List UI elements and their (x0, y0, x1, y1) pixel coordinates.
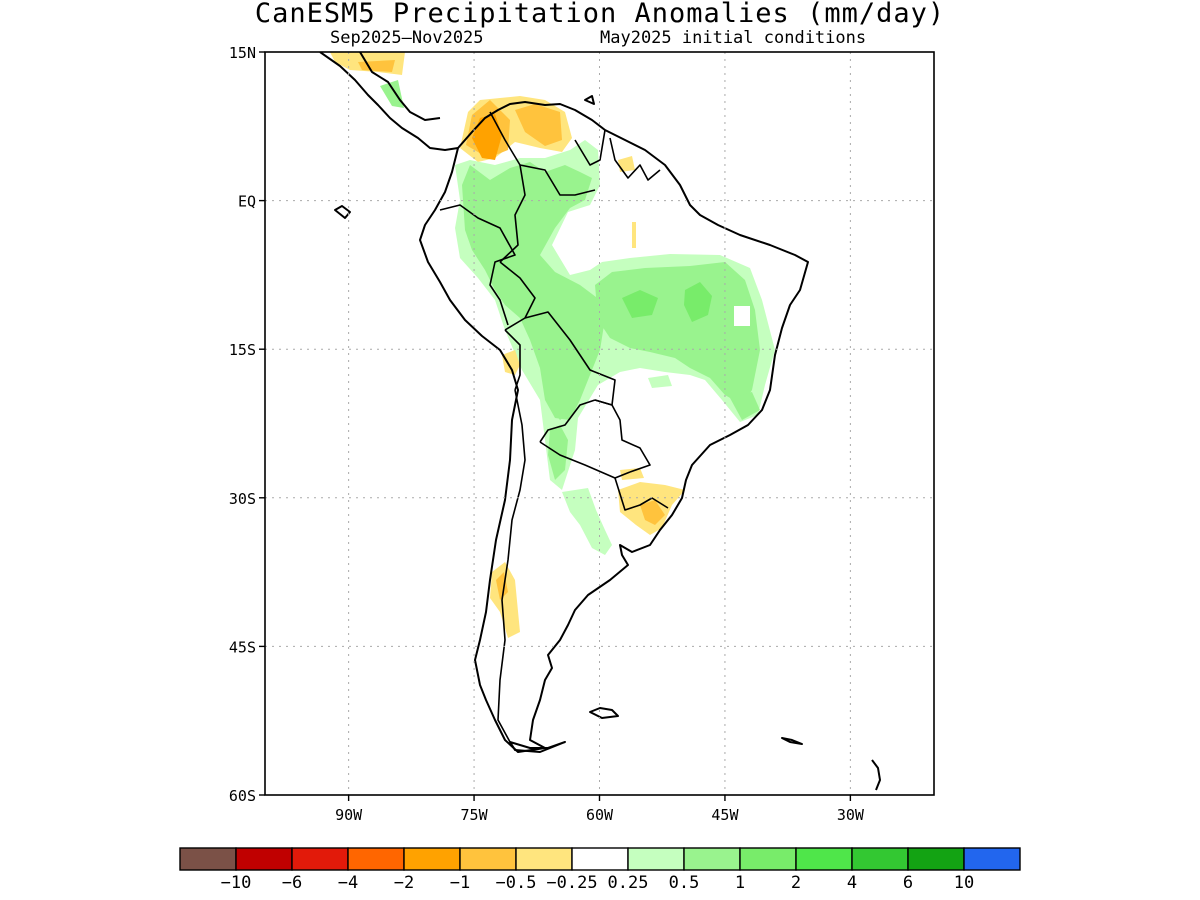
initial-conditions: May2025 initial conditions (600, 28, 867, 48)
anomaly-patch-brazil-wet-core-2 (684, 282, 712, 322)
anomaly-patch-chaco-wet (548, 425, 568, 480)
colorbar-label: −2 (394, 873, 414, 893)
anomaly-patch-guyana-dry (618, 156, 635, 172)
lat-tick-label: EQ (238, 193, 256, 211)
colorbar-swatch (459, 847, 517, 871)
border-colombia-brazil (499, 164, 526, 263)
colorbar-label: −10 (221, 873, 252, 893)
border-bolivia-paraguay (539, 399, 596, 443)
anomaly-patch-central-america-wet (380, 80, 404, 108)
colorbar-swatch (179, 847, 237, 871)
anomaly-patch-peru-dry (502, 350, 520, 375)
border-peru-brazil (499, 261, 536, 331)
anomaly-patch-uruguay-dry-core (640, 500, 665, 525)
colorbar-swatch (907, 847, 965, 871)
border-argentina-paraguay (539, 441, 631, 479)
country-borders (439, 111, 669, 743)
colorbar-swatch (571, 847, 629, 871)
border-chile-argentina (497, 389, 526, 743)
colorbar-swatch (627, 847, 685, 871)
lat-tick-label: 60S (229, 787, 256, 805)
south-georgia (781, 737, 803, 745)
anomaly-patch-venezuela-dry-mid (515, 104, 562, 146)
colorbar-swatch (291, 847, 349, 871)
map-grid (265, 52, 934, 795)
colorbar-label: 6 (903, 873, 913, 893)
colorbar-label: 0.25 (608, 873, 649, 893)
colorbar-swatch (795, 847, 853, 871)
central-america-caribbean-coast (359, 52, 441, 121)
colorbar-swatch (683, 847, 741, 871)
colorbar-swatch (403, 847, 461, 871)
central-america-coast (319, 52, 459, 151)
anomaly-patch-colombia-dry-core (472, 114, 502, 160)
lat-tick-label: 45S (229, 638, 256, 656)
color-legend: −10 −6 −4 −2 −1 −0.5 −0.25 0.25 0.5 1 2 4 6 10 (179, 847, 1021, 893)
anomaly-patch-southeast-wet (730, 392, 760, 420)
lon-tick-label: 60W (586, 806, 614, 824)
colorbar-swatch (851, 847, 909, 871)
colorbar-label: −0.25 (546, 873, 597, 893)
anomaly-patch-amazon-dry-streak (632, 222, 636, 248)
border-peru-bolivia (504, 329, 521, 391)
galapagos-islands (334, 205, 351, 219)
colorbar-label: 4 (847, 873, 857, 893)
lat-tick-label: 15S (229, 341, 256, 359)
falkland-islands (589, 707, 619, 719)
colorbar-swatch (347, 847, 405, 871)
border-guianas (609, 137, 661, 181)
border-uruguay (614, 477, 669, 511)
colorbar-label: −4 (338, 873, 358, 893)
colorbar-swatch (515, 847, 573, 871)
lat-tick-label: 15N (229, 44, 256, 62)
border-colombia-venezuela (489, 111, 596, 196)
anomaly-patch-argentina-wet (562, 488, 612, 555)
map-title: CanESM5 Precipitation Anomalies (mm/day) (254, 0, 946, 29)
border-colombia-ecuador-peru (439, 204, 516, 326)
lon-tick-label: 90W (335, 806, 363, 824)
border-paraguay-brazil (594, 399, 651, 473)
lon-tick-label: 45W (711, 806, 739, 824)
anomaly-patch-brazil-missing (734, 306, 750, 326)
anomaly-patch-chile-dry (490, 562, 520, 638)
colorbar-swatch (963, 847, 1021, 871)
anomaly-field (330, 52, 775, 638)
colorbar-swatch (235, 847, 293, 871)
trinidad-island (584, 95, 595, 105)
anomaly-patch-parana-dry (620, 468, 644, 480)
map-axes: 15N EQ 15S 30S 45S 60S 90W 75W 60W 45W 30W (229, 44, 865, 824)
coastline (319, 52, 881, 791)
south-america-coastline (419, 101, 809, 753)
colorbar-swatch (739, 847, 797, 871)
colorbar-label: −0.5 (496, 873, 537, 893)
colorbar-label: −6 (282, 873, 302, 893)
anomaly-patch-bolivia-wet (548, 360, 575, 420)
sandwich-islands (871, 759, 881, 791)
border-venezuela-guyana (574, 129, 606, 166)
lon-tick-label: 75W (461, 806, 489, 824)
anomaly-patch-brazil-wet-core (622, 290, 658, 318)
forecast-period: Sep2025–Nov2025 (330, 28, 484, 48)
colorbar-label: 1 (735, 873, 745, 893)
tierra-del-fuego (509, 741, 566, 753)
colorbar-label: −1 (450, 873, 470, 893)
lon-tick-label: 30W (837, 806, 865, 824)
lat-tick-label: 30S (229, 490, 256, 508)
colorbar-label: 0.5 (669, 873, 700, 893)
colorbar-label: 2 (791, 873, 801, 893)
anomaly-patch-brazil-wet-mid (595, 262, 760, 405)
anomaly-patch-pantanal-wet (648, 375, 672, 388)
colorbar-label: 10 (954, 873, 974, 893)
